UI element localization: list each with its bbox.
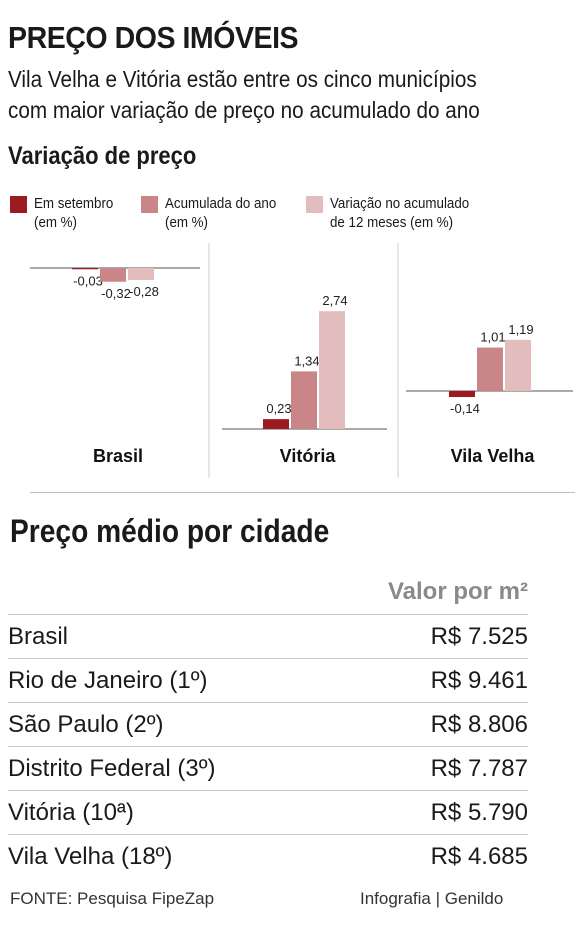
data-label: 2,74: [322, 293, 347, 308]
legend-label: Em setembro: [34, 196, 114, 212]
legend-unit: de 12 meses (em %): [330, 215, 454, 231]
data-label: -0,03: [73, 273, 103, 288]
panel-title: Brasil: [93, 446, 143, 466]
legend-item-acumulada-ano: Acumulada do ano (em %): [141, 195, 286, 233]
city-name: Vila Velha (18º): [8, 842, 173, 870]
data-label: -0,28: [129, 284, 159, 299]
divider: [30, 492, 575, 493]
subtitle-line-1: Vila Velha e Vitória estão entre os cinc…: [8, 66, 477, 92]
legend-unit: (em %): [165, 215, 208, 231]
data-label: 1,19: [508, 322, 533, 337]
bar-charts: -0,03-0,32-0,28 Brasil 0,23 1,34 2,74 Vitória…: [30, 243, 573, 478]
legend-item-acumulado-12-meses: Variação no acumulado de 12 meses (em %): [306, 195, 481, 233]
legend-swatch-acumulado-12-meses: [306, 196, 323, 213]
panel-title: Vitória: [280, 446, 337, 466]
bar: [263, 419, 289, 429]
table-title: Preço médio por cidade: [10, 513, 330, 549]
data-label: -0,14: [450, 401, 480, 416]
data-label: 1,01: [480, 330, 505, 345]
legend-unit: (em %): [34, 215, 77, 231]
bar: [72, 268, 98, 270]
city-name: São Paulo (2º): [8, 710, 164, 738]
legend-label: Variação no acumulado: [330, 196, 470, 212]
data-label: -0,32: [101, 286, 131, 301]
chart-section-title: Variação de preço: [8, 142, 197, 170]
source-note: FONTE: Pesquisa FipeZap: [10, 889, 215, 908]
legend-item-setembro: Em setembro (em %): [10, 195, 120, 233]
city-name: Vitória (10ª): [8, 798, 134, 826]
table-row: Vila Velha (18º) R$ 4.685: [8, 835, 528, 878]
table-row: Vitória (10ª) R$ 5.790: [8, 791, 528, 835]
subtitle-line-2: com maior variação de preço no acumulado…: [8, 97, 480, 123]
data-label: 1,34: [294, 353, 319, 368]
legend-swatch-setembro: [10, 196, 27, 213]
table-row: São Paulo (2º) R$ 8.806: [8, 703, 528, 747]
table-row: Rio de Janeiro (1º) R$ 9.461: [8, 659, 528, 703]
page-title: PREÇO DOS IMÓVEIS: [8, 20, 299, 55]
bar: [505, 339, 531, 391]
legend-swatch-acumulada-ano: [141, 196, 158, 213]
bar: [449, 391, 475, 398]
credit-note: Infografia | Genildo: [360, 889, 504, 908]
bar: [128, 268, 154, 281]
price-value: R$ 7.787: [430, 754, 528, 782]
bar: [100, 268, 126, 282]
price-value: R$ 8.806: [430, 710, 528, 738]
city-name: Brasil: [8, 622, 69, 650]
city-name: Rio de Janeiro (1º): [8, 666, 208, 694]
bar: [319, 311, 345, 429]
bar: [291, 371, 317, 429]
price-value: R$ 5.790: [430, 798, 528, 826]
price-value: R$ 9.461: [430, 666, 528, 694]
price-value: R$ 7.525: [430, 622, 528, 650]
panel-title: Vila Velha: [451, 446, 536, 466]
price-table: Valor por m² Brasil R$ 7.525 Rio de Janei…: [8, 570, 528, 878]
column-header-valor: Valor por m²: [387, 578, 528, 605]
data-label: 0,23: [266, 401, 291, 416]
subtitle: Vila Velha e Vitória estão entre os cinc…: [8, 64, 480, 126]
bar: [477, 347, 503, 391]
table-row: Brasil R$ 7.525: [8, 615, 528, 659]
table-row: Distrito Federal (3º) R$ 7.787: [8, 747, 528, 791]
city-name: Distrito Federal (3º): [8, 754, 216, 782]
price-value: R$ 4.685: [430, 842, 528, 870]
legend-label: Acumulada do ano: [165, 196, 277, 212]
table-header: Valor por m²: [8, 570, 528, 615]
